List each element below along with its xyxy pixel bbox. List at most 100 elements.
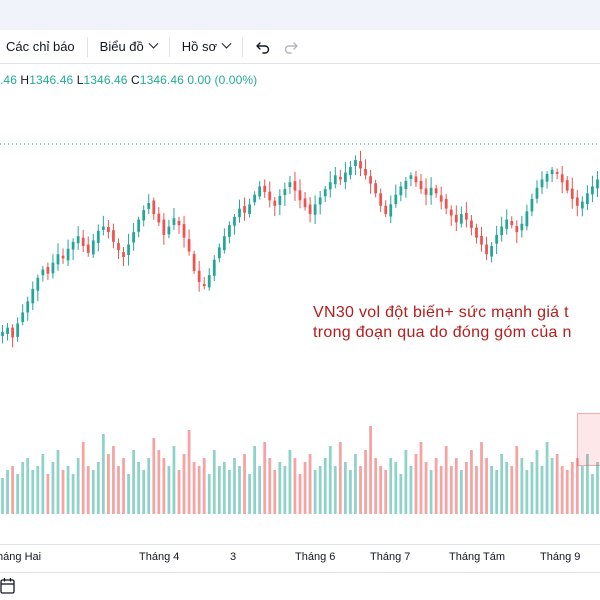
high-key: H: [20, 73, 30, 87]
annotation-line-1: VN30 vol đột biến+ sức mạnh giá t: [313, 304, 569, 321]
volume-bar: [429, 470, 433, 514]
volume-bar: [439, 466, 443, 514]
volume-bar: [338, 442, 342, 514]
indicators-button[interactable]: Các chỉ báo: [0, 35, 81, 59]
candle: [273, 196, 277, 217]
candle-body: [495, 234, 499, 244]
candle-body: [424, 188, 428, 195]
candle: [454, 205, 458, 232]
volume-bar: [278, 462, 282, 514]
profile-dropdown[interactable]: Hồ sơ: [176, 35, 236, 59]
volume-bar: [41, 454, 45, 514]
candle-body: [56, 254, 60, 265]
candle-body: [112, 230, 115, 242]
candle-body: [374, 183, 378, 194]
candle: [399, 181, 403, 202]
candle: [288, 176, 292, 194]
volume-bar: [127, 474, 130, 514]
candle-body: [6, 327, 9, 334]
candle: [207, 268, 211, 291]
candle: [434, 184, 438, 198]
volume-bar: [167, 466, 171, 514]
candle-body: [480, 235, 483, 245]
candle-body: [228, 225, 231, 237]
candle-body: [16, 323, 20, 337]
chart-type-dropdown[interactable]: Biểu đồ: [94, 35, 163, 59]
candle: [570, 177, 574, 209]
candle: [384, 200, 388, 218]
candle-body: [96, 230, 100, 243]
candle: [66, 239, 70, 267]
volume-bar: [112, 446, 115, 514]
candle: [308, 197, 312, 223]
candle: [91, 233, 95, 258]
volume-bar: [36, 466, 40, 514]
volume-bar: [11, 466, 14, 514]
volume-bar: [51, 462, 55, 514]
volume-bar: [505, 462, 509, 514]
candle: [233, 214, 236, 235]
candle: [359, 150, 362, 177]
candle: [21, 304, 25, 326]
candle: [81, 229, 85, 253]
candle-body: [318, 197, 322, 205]
volume-bar: [500, 454, 504, 514]
candle: [480, 226, 483, 252]
chart-annotation[interactable]: VN30 vol đột biến+ sức mạnh giá t trong …: [313, 303, 572, 343]
time-axis[interactable]: tháng Hai Tháng 4 3 Tháng 6 Tháng 7 Thán…: [0, 544, 600, 573]
annotation-line-2: trong đoạn qua do đóng góm của n: [313, 324, 572, 341]
candle-body: [71, 241, 75, 250]
volume-bar: [122, 458, 125, 514]
candle: [535, 180, 539, 204]
candle: [36, 274, 40, 302]
candle: [258, 181, 262, 200]
candle: [278, 189, 282, 216]
volume-bar: [107, 454, 110, 514]
candle-body: [399, 186, 403, 196]
chevron-down-icon: [148, 38, 159, 49]
candle: [61, 248, 65, 264]
candle-body: [46, 266, 50, 274]
candle: [187, 229, 191, 256]
candle: [263, 179, 267, 198]
toolbar-divider: [242, 36, 244, 57]
candle-body: [490, 245, 493, 257]
candle: [167, 219, 171, 239]
candle-body: [107, 226, 110, 233]
volume-bar: [384, 470, 388, 514]
candle: [439, 186, 443, 210]
candle-body: [349, 167, 352, 176]
low-key: L: [76, 73, 84, 87]
candle-body: [278, 196, 282, 205]
undo-button[interactable]: [249, 35, 277, 59]
volume-bar: [414, 454, 418, 514]
volume-bar: [560, 466, 564, 514]
volume-bar: [31, 470, 35, 514]
volume-bar: [81, 442, 85, 514]
candle-body: [449, 209, 453, 216]
highlight-box[interactable]: [577, 413, 600, 466]
candle: [490, 242, 493, 263]
candle: [243, 197, 246, 221]
volume-bar: [444, 446, 448, 514]
candle-body: [545, 173, 549, 182]
undo-icon: [256, 41, 270, 54]
candle: [520, 215, 524, 238]
redo-button[interactable]: [277, 35, 305, 59]
volume-bar: [217, 466, 221, 514]
volume-bar: [369, 426, 372, 514]
candle-body: [444, 199, 448, 209]
chart-toolbar: Các chỉ báo Biểu đồ Hồ sơ: [0, 30, 600, 64]
volume-bar: [545, 442, 549, 514]
volume-bar: [71, 474, 75, 514]
volume-bar: [535, 450, 539, 514]
candle-body: [26, 301, 30, 313]
price-chart[interactable]: [0, 64, 600, 544]
candle-body: [61, 255, 65, 259]
volume-bar: [515, 446, 519, 514]
candle-body: [152, 200, 156, 215]
calendar-icon[interactable]: [0, 577, 16, 600]
candle: [560, 165, 564, 193]
candle-body: [147, 203, 151, 209]
candle-body: [177, 220, 181, 226]
